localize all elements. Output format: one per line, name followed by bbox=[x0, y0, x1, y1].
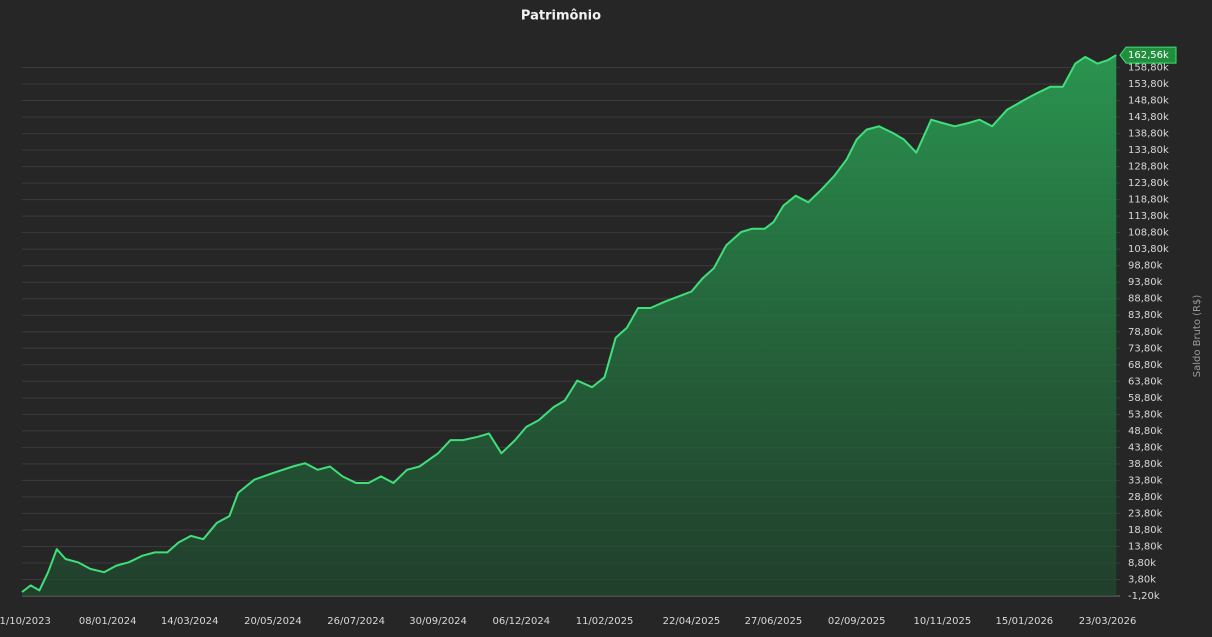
x-tick-label: 20/05/2024 bbox=[244, 616, 302, 627]
y-tick-label: 133,80k bbox=[1128, 145, 1169, 156]
y-tick-label: 118,80k bbox=[1128, 195, 1169, 206]
x-tick-label: 06/12/2024 bbox=[492, 616, 550, 627]
y-tick-label: 8,80k bbox=[1128, 558, 1156, 569]
x-tick-label: 08/01/2024 bbox=[79, 616, 137, 627]
x-tick-label: 15/01/2026 bbox=[996, 616, 1054, 627]
y-tick-label: 158,80k bbox=[1128, 63, 1169, 74]
x-tick-label: 31/10/2023 bbox=[0, 616, 51, 627]
y-tick-label: 3,80k bbox=[1128, 574, 1156, 585]
y-tick-label: 18,80k bbox=[1128, 525, 1163, 536]
y-tick-label: 153,80k bbox=[1128, 79, 1169, 90]
x-tick-label: 22/04/2025 bbox=[663, 616, 721, 627]
y-tick-label: 113,80k bbox=[1128, 211, 1169, 222]
y-tick-label: 108,80k bbox=[1128, 228, 1169, 239]
y-tick-label: 128,80k bbox=[1128, 162, 1169, 173]
last-value-label: 162,56k bbox=[1128, 50, 1169, 61]
y-tick-label: 103,80k bbox=[1128, 244, 1169, 255]
chart-title: Patrimônio bbox=[521, 9, 601, 24]
x-tick-label: 02/09/2025 bbox=[828, 616, 886, 627]
x-tick-label: 27/06/2025 bbox=[745, 616, 803, 627]
y-tick-label: 143,80k bbox=[1128, 112, 1169, 123]
y-tick-label: 138,80k bbox=[1128, 129, 1169, 140]
x-tick-label: 14/03/2024 bbox=[161, 616, 219, 627]
y-tick-label: 68,80k bbox=[1128, 360, 1163, 371]
y-tick-label: 33,80k bbox=[1128, 475, 1163, 486]
area bbox=[22, 55, 1117, 597]
x-tick-label: 23/03/2026 bbox=[1079, 616, 1137, 627]
y-tick-label: 123,80k bbox=[1128, 178, 1169, 189]
y-tick-label: 28,80k bbox=[1128, 492, 1163, 503]
y-tick-label: 148,80k bbox=[1128, 96, 1169, 107]
last-value-badge bbox=[1119, 46, 1177, 64]
y-tick-label: 73,80k bbox=[1128, 343, 1163, 354]
y-tick-label: 53,80k bbox=[1128, 409, 1163, 420]
x-tick-label: 10/11/2025 bbox=[914, 616, 972, 627]
x-tick-label: 26/07/2024 bbox=[327, 616, 385, 627]
y-tick-label: 38,80k bbox=[1128, 459, 1163, 470]
y-axis-label: Saldo Bruto (R$) bbox=[1192, 295, 1203, 378]
x-tick-label: 11/02/2025 bbox=[576, 616, 634, 627]
y-tick-label: -1,20k bbox=[1128, 591, 1160, 602]
line bbox=[21, 54, 1117, 593]
y-tick-label: 83,80k bbox=[1128, 310, 1163, 321]
y-tick-label: 43,80k bbox=[1128, 442, 1163, 453]
y-tick-label: 78,80k bbox=[1128, 327, 1163, 338]
y-tick-label: 58,80k bbox=[1128, 393, 1163, 404]
y-tick-label: 13,80k bbox=[1128, 541, 1163, 552]
y-tick-label: 98,80k bbox=[1128, 261, 1163, 272]
y-tick-label: 63,80k bbox=[1128, 376, 1163, 387]
x-tick-label: 30/09/2024 bbox=[409, 616, 467, 627]
y-tick-label: 88,80k bbox=[1128, 294, 1163, 305]
y-tick-label: 48,80k bbox=[1128, 426, 1163, 437]
y-tick-label: 23,80k bbox=[1128, 508, 1163, 519]
y-tick-label: 93,80k bbox=[1128, 277, 1163, 288]
